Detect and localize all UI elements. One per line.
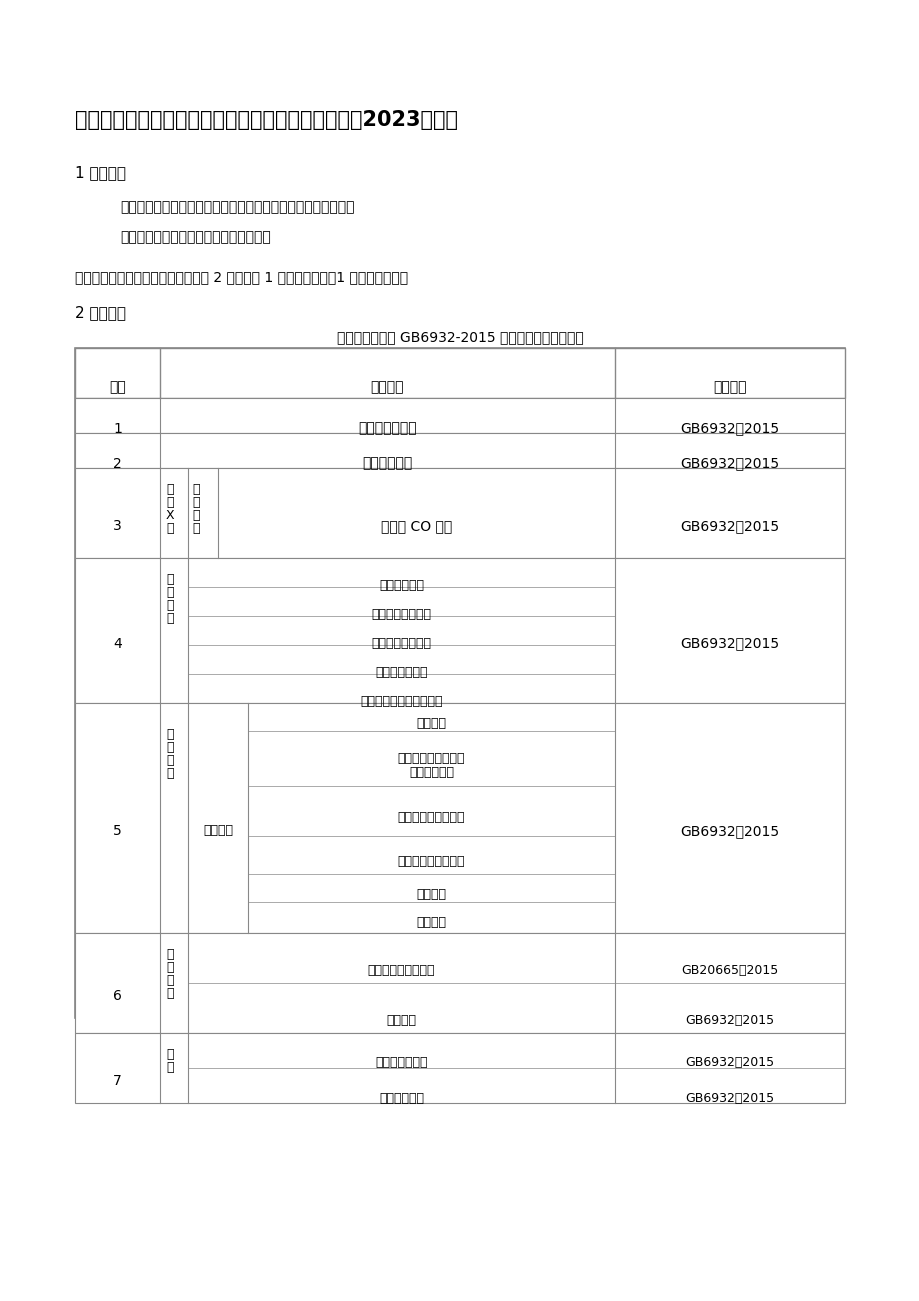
Text: 燃: 燃 <box>165 483 174 496</box>
Text: 工作温度下的泄漏电: 工作温度下的泄漏电 <box>397 752 465 765</box>
Text: 热效率（能效等级）: 热效率（能效等级） <box>368 964 435 977</box>
Text: 燃气系统气密性: 燃气系统气密性 <box>357 422 416 436</box>
Text: 1: 1 <box>113 422 122 436</box>
Text: 5: 5 <box>113 824 121 838</box>
Text: 铭牌其它要求: 铭牌其它要求 <box>379 1092 424 1105</box>
Text: 其它要求: 其它要求 <box>416 916 446 929</box>
Text: 泄漏电流和电气强度: 泄漏电流和电气强度 <box>397 811 465 824</box>
Text: GB6932－2015: GB6932－2015 <box>680 519 778 533</box>
Text: GB6932－2015: GB6932－2015 <box>680 422 778 436</box>
Text: 置: 置 <box>165 611 174 624</box>
Text: 每批次家用燃气热水器产品抽取样品 2 台，其中 1 台为检验样品，1 台为备用样品。: 每批次家用燃气热水器产品抽取样品 2 台，其中 1 台为检验样品，1 台为备用样… <box>75 271 408 284</box>
Text: 明示执行标准为 GB6932-2015 的家用燃气快速热水器: 明示执行标准为 GB6932-2015 的家用燃气快速热水器 <box>336 330 583 343</box>
Text: 防干烧安全装置: 防干烧安全装置 <box>375 666 427 679</box>
Text: 气: 气 <box>165 742 174 755</box>
Text: 6: 6 <box>113 989 122 1003</box>
Text: 接地措施: 接地措施 <box>416 889 446 902</box>
Text: 电气安全: 电气安全 <box>203 824 233 837</box>
Text: 志: 志 <box>165 1062 174 1075</box>
Text: 浙江省家用燃气热水器产品质量监督抽查实施细则（2023年版）: 浙江省家用燃气热水器产品质量监督抽查实施细则（2023年版） <box>75 111 458 130</box>
Text: 烟道堵塞安全装置: 烟道堵塞安全装置 <box>371 608 431 621</box>
Text: 风: 风 <box>192 496 199 509</box>
Text: 分: 分 <box>165 768 174 781</box>
Text: 部: 部 <box>165 755 174 768</box>
Text: 安: 安 <box>165 572 174 585</box>
Text: 随机数一般可使用随机数表等方法产生。: 随机数一般可使用随机数表等方法产生。 <box>119 230 270 245</box>
Text: 风压过大安全装置: 风压过大安全装置 <box>371 636 431 649</box>
Text: 熄火保护装置: 熄火保护装置 <box>379 579 424 592</box>
Text: GB6932－2015: GB6932－2015 <box>685 1056 774 1069</box>
Bar <box>75 1033 844 1103</box>
Text: 水: 水 <box>165 961 174 974</box>
Bar <box>75 347 844 1017</box>
Text: 热: 热 <box>165 948 174 961</box>
Text: 电: 电 <box>165 729 174 742</box>
Text: 2: 2 <box>113 457 121 471</box>
Text: 全: 全 <box>165 585 174 598</box>
Text: 序号: 序号 <box>109 380 126 394</box>
Bar <box>75 347 844 398</box>
Text: GB6932－2015: GB6932－2015 <box>680 824 778 838</box>
Bar <box>75 398 844 433</box>
Bar <box>75 558 844 703</box>
Text: 况: 况 <box>165 522 174 535</box>
Text: 检验项目: 检验项目 <box>370 380 403 394</box>
Text: 烧: 烧 <box>165 496 174 509</box>
Text: 状: 状 <box>192 509 199 522</box>
Text: 标: 标 <box>165 1049 174 1062</box>
Text: GB6932－2015: GB6932－2015 <box>685 1092 774 1105</box>
Text: 1 抽样方法: 1 抽样方法 <box>75 165 126 180</box>
Text: 流和电气强度: 流和电气强度 <box>409 765 453 778</box>
Text: 能: 能 <box>165 987 174 1000</box>
Text: X: X <box>165 509 175 522</box>
Text: 热水产率: 热水产率 <box>386 1013 416 1026</box>
Text: 电源连接和外部软线: 电源连接和外部软线 <box>397 855 465 868</box>
Bar <box>75 703 844 933</box>
Bar <box>75 433 844 468</box>
Text: GB6932－2015: GB6932－2015 <box>680 457 778 471</box>
Text: 态: 态 <box>192 522 199 535</box>
Text: 烟气中 CO 含量: 烟气中 CO 含量 <box>380 519 451 533</box>
Text: 检验方法: 检验方法 <box>712 380 746 394</box>
Text: 装: 装 <box>165 598 174 611</box>
Text: 3: 3 <box>113 519 121 533</box>
Text: 热负荷准确度: 热负荷准确度 <box>362 457 413 471</box>
Text: 以随机抽样的方式在被抽样生产者、销售者的待销产品中抽取。: 以随机抽样的方式在被抽样生产者、销售者的待销产品中抽取。 <box>119 200 354 213</box>
Text: GB20665－2015: GB20665－2015 <box>681 964 777 977</box>
Text: 7: 7 <box>113 1075 121 1088</box>
Text: 防止不完全燃烧安全装置: 防止不完全燃烧安全装置 <box>360 695 442 708</box>
Text: 防护等级: 防护等级 <box>416 717 446 730</box>
Text: GB6932－2015: GB6932－2015 <box>680 636 778 650</box>
Bar <box>75 468 844 558</box>
Text: 燃气种类或代号: 燃气种类或代号 <box>375 1056 427 1069</box>
Text: GB6932－2015: GB6932－2015 <box>685 1013 774 1026</box>
Text: 2 检验依据: 2 检验依据 <box>75 304 126 320</box>
Text: 4: 4 <box>113 636 121 650</box>
Text: 性: 性 <box>165 974 174 987</box>
Text: 无: 无 <box>192 483 199 496</box>
Bar <box>75 933 844 1033</box>
